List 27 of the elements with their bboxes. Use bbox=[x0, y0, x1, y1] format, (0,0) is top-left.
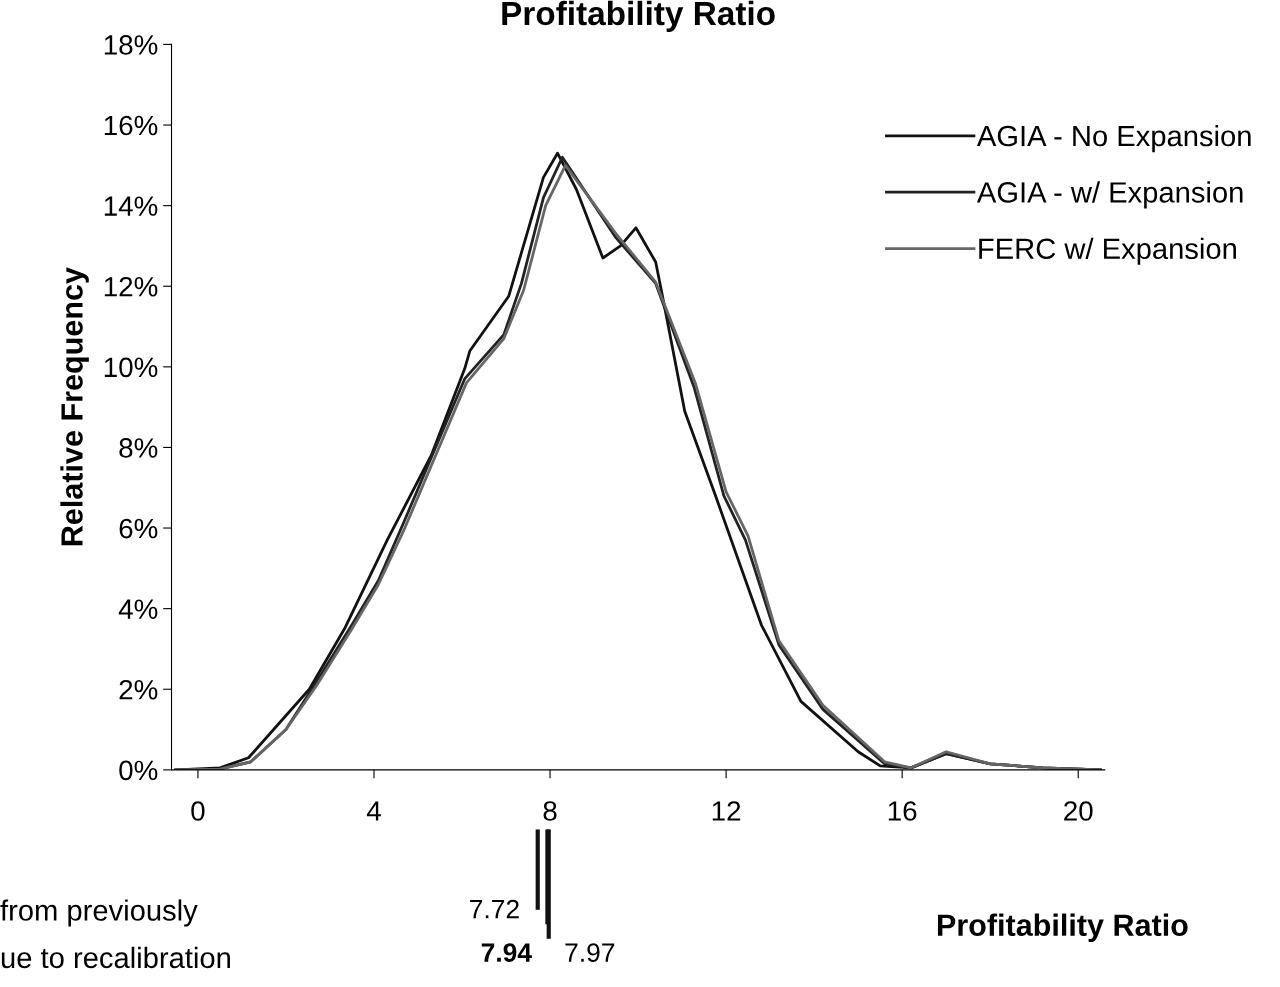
y-tick-label: 8% bbox=[119, 438, 158, 458]
y-tick-label: 14% bbox=[104, 196, 158, 216]
x-tick-label: 4 bbox=[366, 801, 381, 821]
chart-title: Profitability Ratio bbox=[502, 0, 775, 32]
y-tick-label: 0% bbox=[119, 760, 158, 781]
x-tick-label: 0 bbox=[191, 801, 205, 821]
y-tick-label: 4% bbox=[118, 599, 158, 619]
y-tick-label: 16% bbox=[104, 115, 158, 136]
x-tick-label: 16 bbox=[888, 801, 917, 821]
ref-line-label: 7.94 bbox=[481, 943, 532, 962]
x-tick-label: 20 bbox=[1064, 801, 1093, 821]
y-tick-label: 12% bbox=[104, 276, 158, 297]
x-tick-label: 12 bbox=[712, 801, 741, 821]
y-axis-title: Relative Frequency bbox=[60, 267, 89, 546]
ref-line-label: 7.97 bbox=[565, 943, 615, 962]
legend-label: AGIA - No Expansion bbox=[976, 124, 1251, 153]
y-tick-label: 6% bbox=[119, 518, 158, 539]
y-tick-label: 2% bbox=[119, 679, 158, 700]
y-tick-label: 10% bbox=[104, 357, 158, 378]
x-tick-label: 8 bbox=[543, 801, 557, 821]
legend-label: AGIA - w/ Expansion bbox=[976, 181, 1243, 209]
text: from previously bbox=[0, 899, 198, 927]
ref-line-label: 7.72 bbox=[470, 899, 519, 919]
text: ue to recalibration bbox=[1, 946, 230, 969]
legend-label: FERC w/ Expansion bbox=[979, 237, 1236, 265]
y-tick-label: 18% bbox=[104, 35, 158, 55]
x-axis-title: Profitability Ratio bbox=[937, 913, 1188, 943]
